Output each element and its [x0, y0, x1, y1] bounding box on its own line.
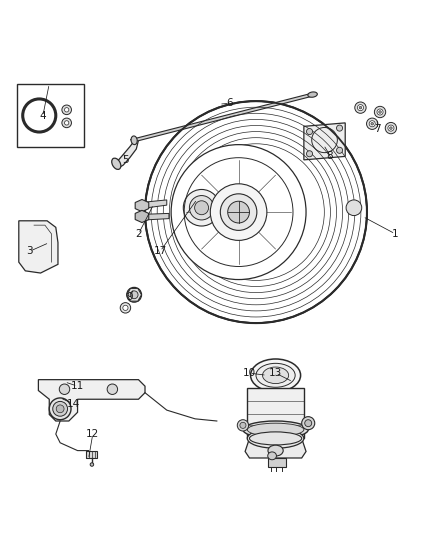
Circle shape [336, 147, 343, 154]
Circle shape [62, 118, 71, 128]
Polygon shape [304, 123, 345, 160]
Circle shape [220, 194, 257, 230]
Circle shape [379, 111, 381, 114]
Circle shape [385, 123, 396, 134]
Text: 9: 9 [127, 292, 133, 302]
Text: 8: 8 [327, 150, 333, 160]
Circle shape [307, 151, 313, 157]
Circle shape [374, 107, 386, 118]
Circle shape [123, 305, 128, 310]
Circle shape [359, 107, 362, 109]
Circle shape [62, 105, 71, 115]
Circle shape [120, 303, 131, 313]
Text: 10: 10 [243, 368, 256, 378]
Polygon shape [115, 138, 138, 166]
Ellipse shape [250, 432, 302, 445]
Polygon shape [268, 458, 286, 467]
Text: 17: 17 [154, 246, 167, 256]
Circle shape [355, 102, 366, 114]
Polygon shape [247, 389, 304, 439]
Circle shape [49, 398, 71, 419]
Ellipse shape [247, 429, 304, 448]
Polygon shape [127, 288, 141, 301]
Ellipse shape [131, 136, 137, 144]
Text: 6: 6 [226, 98, 233, 108]
Circle shape [357, 104, 364, 111]
Circle shape [145, 101, 367, 323]
Circle shape [210, 184, 267, 240]
Ellipse shape [112, 158, 121, 169]
Circle shape [107, 384, 117, 394]
Circle shape [90, 463, 94, 466]
Text: 12: 12 [86, 429, 99, 439]
Circle shape [64, 120, 69, 125]
Circle shape [377, 109, 383, 115]
Text: 7: 7 [374, 124, 381, 134]
Ellipse shape [268, 445, 283, 456]
Circle shape [23, 99, 56, 132]
Circle shape [127, 287, 141, 302]
Circle shape [228, 201, 250, 223]
Text: 5: 5 [122, 155, 129, 165]
Ellipse shape [247, 423, 304, 436]
Circle shape [302, 417, 315, 430]
Ellipse shape [262, 367, 289, 384]
Circle shape [305, 419, 312, 426]
Circle shape [371, 123, 374, 125]
Ellipse shape [256, 364, 295, 387]
Circle shape [130, 291, 138, 298]
Circle shape [64, 108, 69, 112]
Text: 2: 2 [135, 229, 142, 239]
Polygon shape [19, 221, 58, 273]
Polygon shape [145, 213, 169, 220]
Circle shape [390, 127, 392, 130]
Circle shape [369, 120, 375, 127]
Text: 3: 3 [26, 246, 33, 256]
Circle shape [194, 201, 208, 215]
Circle shape [240, 422, 246, 429]
Circle shape [184, 189, 220, 226]
Circle shape [171, 144, 306, 279]
Polygon shape [39, 379, 145, 421]
Polygon shape [135, 199, 149, 212]
Circle shape [53, 401, 67, 416]
Polygon shape [141, 200, 167, 208]
Bar [86, 450, 97, 458]
Circle shape [388, 125, 394, 131]
Polygon shape [245, 439, 306, 458]
Ellipse shape [308, 92, 317, 97]
Circle shape [307, 128, 313, 135]
Ellipse shape [268, 452, 276, 460]
Text: 11: 11 [71, 381, 84, 391]
Circle shape [336, 125, 343, 131]
Circle shape [346, 200, 362, 215]
Circle shape [56, 405, 64, 413]
Text: 13: 13 [269, 368, 282, 378]
Circle shape [367, 118, 378, 130]
Polygon shape [135, 211, 149, 223]
Ellipse shape [243, 421, 308, 439]
Text: 14: 14 [67, 399, 80, 409]
Polygon shape [130, 94, 316, 141]
Text: 1: 1 [392, 229, 399, 239]
Ellipse shape [251, 359, 300, 392]
Circle shape [237, 419, 249, 431]
Text: 4: 4 [39, 111, 46, 122]
Circle shape [189, 196, 214, 220]
Bar [17, 84, 84, 147]
Circle shape [59, 384, 70, 394]
